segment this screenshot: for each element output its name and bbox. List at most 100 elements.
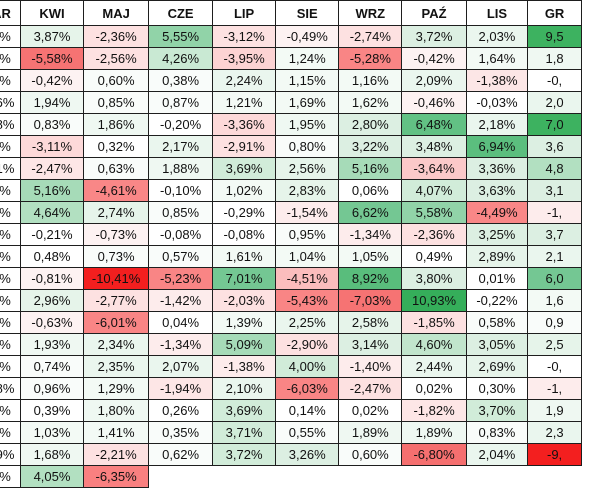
data-cell[interactable]: -0,29%: [212, 201, 277, 224]
column-header[interactable]: KWI: [19, 0, 85, 26]
data-cell[interactable]: -4,51%: [275, 267, 340, 290]
data-cell[interactable]: 3,80%: [401, 267, 467, 290]
data-cell[interactable]: 3,69%: [212, 399, 277, 422]
data-cell[interactable]: 36%: [0, 91, 21, 114]
data-cell[interactable]: 6,48%: [401, 113, 467, 136]
data-cell[interactable]: 2,10%: [212, 377, 277, 400]
data-cell[interactable]: 1,80%: [83, 399, 150, 422]
data-cell[interactable]: -0,42%: [19, 69, 85, 92]
data-cell[interactable]: 2,09%: [401, 69, 467, 92]
data-cell[interactable]: -1,42%: [148, 289, 214, 312]
data-cell[interactable]: -0,08%: [212, 223, 277, 246]
data-cell[interactable]: 2,18%: [465, 113, 529, 136]
data-cell[interactable]: 5,55%: [148, 25, 214, 48]
column-header[interactable]: SIE: [275, 0, 340, 26]
data-cell[interactable]: 3,22%: [338, 135, 403, 158]
data-cell[interactable]: 2,1: [527, 245, 582, 268]
data-cell[interactable]: 3,48%: [401, 135, 467, 158]
data-cell[interactable]: 2,74%: [83, 201, 150, 224]
data-cell[interactable]: 6,62%: [338, 201, 403, 224]
data-cell[interactable]: 0,80%: [275, 135, 340, 158]
data-cell[interactable]: -0,73%: [83, 223, 150, 246]
data-cell[interactable]: 0,48%: [19, 245, 85, 268]
data-cell[interactable]: -0,: [527, 69, 582, 92]
data-cell[interactable]: -2,47%: [338, 377, 403, 400]
empty-cell[interactable]: [527, 465, 582, 488]
data-cell[interactable]: -0,63%: [19, 311, 85, 334]
data-cell[interactable]: 0,60%: [83, 69, 150, 92]
data-cell[interactable]: 0,58%: [465, 311, 529, 334]
data-cell[interactable]: 3,36%: [465, 157, 529, 180]
data-cell[interactable]: 8,92%: [338, 267, 403, 290]
data-cell[interactable]: -1,85%: [401, 311, 467, 334]
data-cell[interactable]: 2,80%: [338, 113, 403, 136]
data-cell[interactable]: 3,05%: [465, 333, 529, 356]
data-cell[interactable]: 1,95%: [275, 113, 340, 136]
data-cell[interactable]: -1,34%: [338, 223, 403, 246]
data-cell[interactable]: -1,38%: [212, 355, 277, 378]
data-cell[interactable]: 1,16%: [338, 69, 403, 92]
data-cell[interactable]: 5,16%: [338, 157, 403, 180]
data-cell[interactable]: -2,36%: [401, 223, 467, 246]
data-cell[interactable]: 3,26%: [275, 443, 340, 466]
data-cell[interactable]: 2,07%: [148, 355, 214, 378]
data-cell[interactable]: -0,20%: [148, 113, 214, 136]
data-cell[interactable]: 2,5: [527, 333, 582, 356]
data-cell[interactable]: -0,10%: [148, 179, 214, 202]
column-header[interactable]: PAŹ: [401, 0, 467, 26]
data-cell[interactable]: -6,35%: [83, 465, 150, 488]
data-cell[interactable]: 0,60%: [338, 443, 403, 466]
data-cell[interactable]: 1,04%: [275, 245, 340, 268]
data-cell[interactable]: 0,38%: [148, 69, 214, 92]
data-cell[interactable]: -3,11%: [19, 135, 85, 158]
empty-cell[interactable]: [148, 465, 213, 488]
data-cell[interactable]: 5%: [0, 267, 21, 290]
data-cell[interactable]: -4,49%: [465, 201, 529, 224]
data-cell[interactable]: 0,06%: [338, 179, 403, 202]
data-cell[interactable]: -2,47%: [19, 157, 85, 180]
data-cell[interactable]: -3,36%: [212, 113, 277, 136]
data-cell[interactable]: 0,83%: [465, 421, 529, 444]
data-cell[interactable]: -0,08%: [148, 223, 214, 246]
data-cell[interactable]: 1,9: [527, 399, 582, 422]
data-cell[interactable]: 3,87%: [19, 25, 85, 48]
data-cell[interactable]: 71%: [0, 157, 21, 180]
data-cell[interactable]: 1,05%: [338, 245, 403, 268]
data-cell[interactable]: 0,30%: [465, 377, 529, 400]
data-cell[interactable]: 4,60%: [401, 333, 467, 356]
column-header[interactable]: WRZ: [338, 0, 403, 26]
data-cell[interactable]: -5,58%: [19, 47, 85, 70]
data-cell[interactable]: -1,34%: [148, 333, 214, 356]
data-cell[interactable]: 1,89%: [401, 421, 467, 444]
data-cell[interactable]: 1,69%: [275, 91, 340, 114]
data-cell[interactable]: -2,74%: [338, 25, 403, 48]
data-cell[interactable]: 2,44%: [401, 355, 467, 378]
data-cell[interactable]: 0,02%: [338, 399, 403, 422]
column-header[interactable]: GR: [527, 0, 582, 26]
data-cell[interactable]: 4%: [0, 465, 21, 488]
data-cell[interactable]: 4,05%: [19, 465, 85, 488]
data-cell[interactable]: 9%: [0, 311, 21, 334]
data-cell[interactable]: 3,6: [527, 135, 582, 158]
data-cell[interactable]: 6%: [0, 47, 21, 70]
data-cell[interactable]: 2,24%: [212, 69, 277, 92]
data-cell[interactable]: -0,: [527, 355, 582, 378]
data-cell[interactable]: 4%: [0, 223, 21, 246]
data-cell[interactable]: -5,43%: [275, 289, 340, 312]
data-cell[interactable]: 2,17%: [148, 135, 214, 158]
data-cell[interactable]: 2,69%: [465, 355, 529, 378]
data-cell[interactable]: -10,41%: [83, 267, 150, 290]
data-cell[interactable]: 3,72%: [401, 25, 467, 48]
data-cell[interactable]: 4,64%: [19, 201, 85, 224]
data-cell[interactable]: -1,54%: [275, 201, 340, 224]
data-cell[interactable]: 0,96%: [19, 377, 85, 400]
data-cell[interactable]: -2,90%: [275, 333, 340, 356]
data-cell[interactable]: 0%: [0, 69, 21, 92]
data-cell[interactable]: 1,29%: [83, 377, 150, 400]
data-cell[interactable]: -7,03%: [338, 289, 403, 312]
data-cell[interactable]: 1,8: [527, 47, 582, 70]
data-cell[interactable]: 0,9: [527, 311, 582, 334]
data-cell[interactable]: 9,5: [527, 25, 582, 48]
data-cell[interactable]: 3,72%: [212, 443, 277, 466]
data-cell[interactable]: -3,64%: [401, 157, 467, 180]
